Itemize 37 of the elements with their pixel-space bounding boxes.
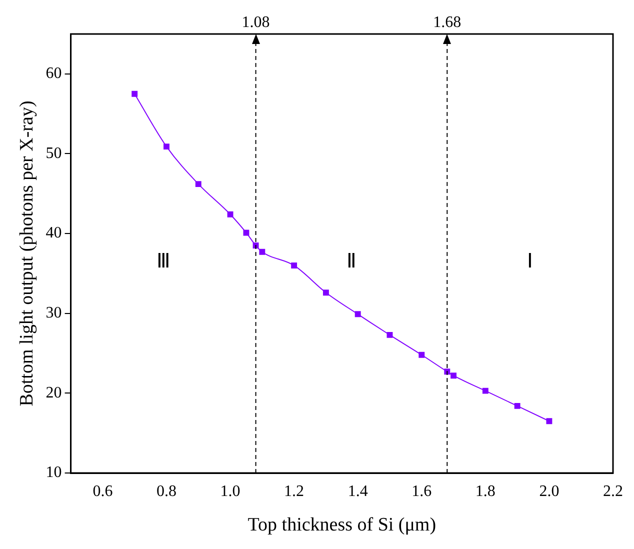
x-axis-title: Top thickness of Si (μm) [248, 514, 436, 536]
point [259, 248, 266, 255]
text: 2.2 [603, 482, 623, 500]
y-tick-label: 10 [46, 464, 62, 482]
point [195, 181, 202, 188]
y-tick-label: 60 [46, 65, 62, 82]
y-tick-label: 50 [46, 144, 62, 162]
y-axis-title: Bottom light output (photons per X-ray) [16, 100, 38, 406]
text: 1.4 [348, 482, 368, 500]
text: 1.0 [220, 482, 240, 500]
point [322, 290, 329, 296]
text: 2.0 [539, 482, 560, 500]
point [354, 311, 361, 318]
point [514, 402, 520, 409]
y-tick-label: 20 [46, 384, 62, 402]
point [546, 418, 552, 424]
ref-line-label: 1.68 [433, 14, 462, 32]
ref-line-label: 1.08 [242, 14, 270, 32]
y-tick-label: 40 [46, 224, 62, 242]
point [450, 372, 457, 379]
point [164, 144, 170, 150]
text: 1.2 [284, 482, 304, 500]
text: 1.8 [475, 482, 496, 500]
point [386, 332, 393, 338]
point [227, 211, 234, 218]
point [418, 352, 425, 358]
annotation: Ⅱ [346, 250, 356, 273]
point [482, 388, 488, 394]
y-tick-label: 30 [46, 304, 62, 322]
annotation: Ⅲ [156, 250, 170, 273]
annotation: Ⅰ [527, 250, 534, 273]
text: 0.6 [92, 482, 113, 500]
point [291, 262, 298, 268]
text: 1.6 [412, 482, 432, 500]
point [132, 90, 138, 97]
point [243, 230, 250, 236]
text: 0.8 [156, 482, 176, 500]
